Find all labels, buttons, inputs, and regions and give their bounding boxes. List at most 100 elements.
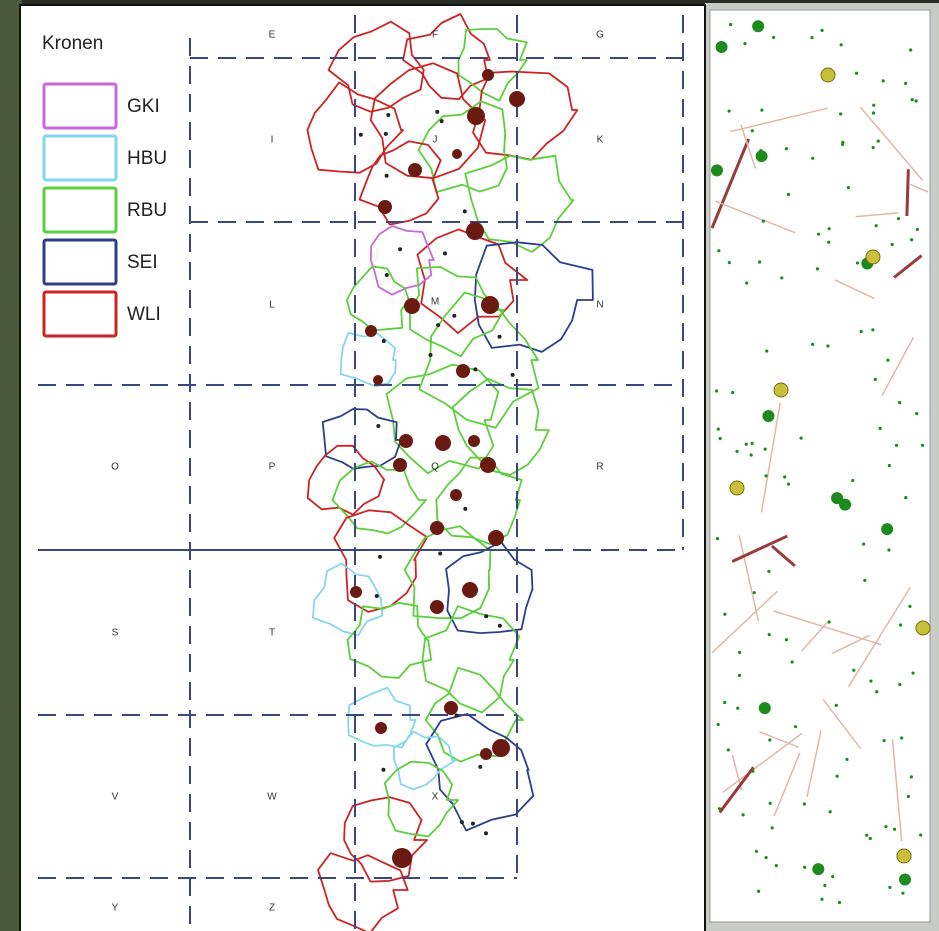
stem-dot	[751, 129, 754, 132]
stem-dot	[882, 79, 885, 82]
stem-dot	[723, 701, 726, 704]
stem-dot	[823, 884, 826, 887]
stem-dot	[787, 482, 790, 485]
stem-dot	[769, 802, 772, 805]
cell-label: X	[432, 792, 439, 803]
stem-dot	[910, 238, 913, 241]
tree-small	[359, 133, 363, 137]
stem-dot	[856, 261, 859, 264]
tree	[456, 364, 470, 378]
stem-dot	[899, 623, 902, 626]
stem-dot	[762, 220, 765, 223]
cell-label: M	[431, 297, 439, 308]
stem-dot	[919, 833, 922, 836]
cell-label: K	[597, 135, 604, 146]
tree-small	[443, 251, 447, 255]
stem-dot	[812, 863, 824, 875]
tree-small	[386, 113, 390, 117]
stem-dot	[901, 892, 904, 895]
stem-dot	[820, 29, 823, 32]
tree	[373, 375, 383, 385]
tree	[430, 600, 444, 614]
cell-label: W	[267, 792, 277, 803]
stem-dot	[738, 651, 741, 654]
stem-dot	[907, 795, 910, 798]
tree-small	[436, 323, 440, 327]
marked-tree	[866, 250, 880, 264]
tree	[482, 69, 494, 81]
stem-dot	[839, 112, 842, 115]
stem-dot	[727, 748, 730, 751]
tree	[444, 701, 458, 715]
stem-dot	[772, 36, 775, 39]
stem-dot	[840, 43, 843, 46]
stem-dot	[743, 42, 746, 45]
cell-label: J	[433, 135, 438, 146]
tree-small	[478, 765, 482, 769]
stem-dot	[875, 690, 878, 693]
tree-small	[463, 209, 467, 213]
stem-dot	[874, 378, 877, 381]
tree-small	[385, 273, 389, 277]
stem-dot	[899, 873, 911, 885]
stem-dot	[828, 227, 831, 230]
marked-tree	[916, 621, 930, 635]
cell-label: Q	[431, 462, 439, 473]
marked-tree	[897, 849, 911, 863]
marked-tree	[774, 383, 788, 397]
stem-dot	[886, 359, 889, 362]
cell-label: G	[596, 30, 604, 41]
stem-dot	[908, 605, 911, 608]
cell-label: F	[432, 30, 438, 41]
tree-small	[429, 353, 433, 357]
aerial-strip	[0, 0, 22, 931]
legend-label: RBU	[127, 200, 167, 221]
tree	[375, 722, 387, 734]
stem-dot	[831, 875, 834, 878]
tree-small	[435, 110, 439, 114]
stem-dot	[883, 739, 886, 742]
stem-dot	[829, 810, 832, 813]
tree	[492, 739, 510, 757]
tree-small	[471, 822, 475, 826]
stem-dot	[716, 537, 719, 540]
cell-label: Y	[112, 903, 119, 914]
tree-small	[384, 132, 388, 136]
tree-small	[454, 713, 458, 717]
cell-label: N	[596, 300, 603, 311]
stem-dot	[764, 474, 767, 477]
marked-tree	[821, 68, 835, 82]
stem-dot	[881, 523, 893, 535]
stem-dot	[891, 243, 894, 246]
stem-dot	[757, 890, 760, 893]
tree-small	[375, 594, 379, 598]
stem-dot	[911, 98, 914, 101]
stem-dot	[888, 886, 891, 889]
stem-dot	[835, 704, 838, 707]
tree	[481, 296, 499, 314]
tree	[488, 530, 504, 546]
tree-small	[376, 424, 380, 428]
stem-dot	[716, 41, 728, 53]
stem-dot	[775, 864, 778, 867]
stem-dot	[803, 866, 806, 869]
stem-dot	[810, 36, 813, 39]
stem-dot	[783, 475, 786, 478]
tree-small	[484, 831, 488, 835]
stem-dot	[871, 328, 874, 331]
stem-dot	[764, 448, 767, 451]
stem-dot	[841, 143, 844, 146]
tree	[350, 586, 362, 598]
cell-label: T	[269, 628, 275, 639]
stem-dot	[765, 856, 768, 859]
tree	[452, 149, 462, 159]
stem-dot	[738, 674, 741, 677]
stem-dot	[791, 660, 794, 663]
stem-dot	[750, 453, 753, 456]
stem-dot	[838, 901, 841, 904]
stem-dot	[911, 671, 914, 674]
stem-dot	[916, 228, 919, 231]
stem-dot	[751, 442, 754, 445]
legend-label: WLI	[127, 304, 161, 325]
stem-dot	[915, 99, 918, 102]
